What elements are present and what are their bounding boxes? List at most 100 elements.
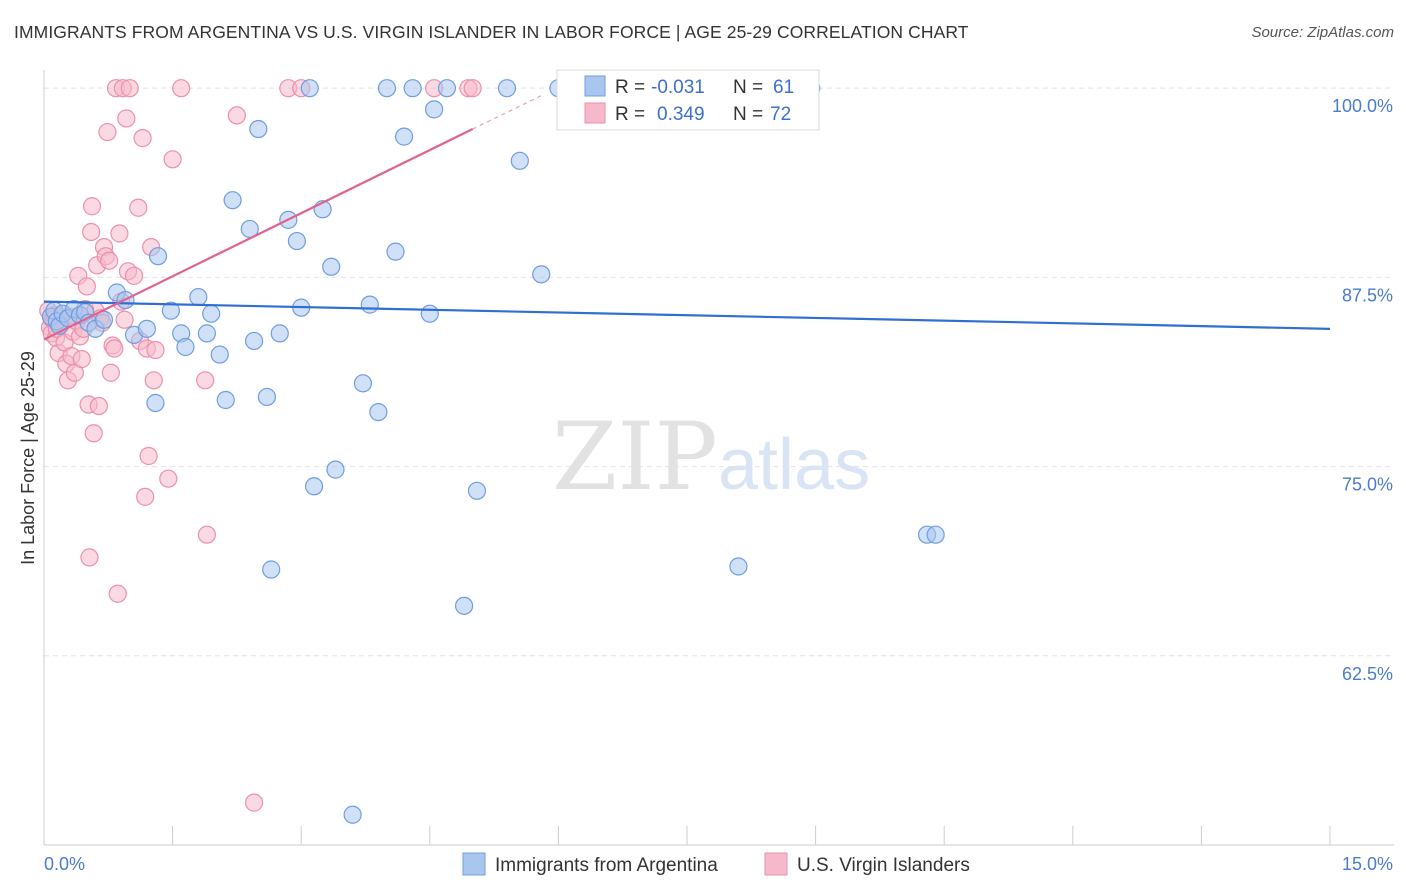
trend-lines bbox=[43, 95, 1331, 341]
virgin-islanders-points bbox=[39, 79, 482, 812]
argentina-point-40 bbox=[326, 460, 345, 479]
legend-swatch-virgin bbox=[584, 102, 606, 124]
legend-r-value-2: 0.349 bbox=[657, 104, 705, 125]
argentina-point-26 bbox=[223, 191, 242, 210]
virgin-point-50 bbox=[124, 266, 144, 285]
argentina-point-31 bbox=[262, 560, 281, 579]
legend-n-value-1: 61 bbox=[773, 77, 794, 98]
virgin-point-60 bbox=[159, 469, 178, 488]
virgin-point-62 bbox=[172, 79, 191, 98]
legend-swatch-argentina bbox=[584, 75, 606, 97]
watermark-zip: ZIP bbox=[552, 403, 718, 512]
argentina-point-51 bbox=[437, 79, 457, 98]
argentina-point-29 bbox=[249, 119, 268, 139]
virgin-point-31 bbox=[89, 396, 108, 416]
argentina-point-28 bbox=[244, 331, 264, 351]
virgin-point-46 bbox=[115, 310, 134, 329]
virgin-point-28 bbox=[84, 424, 103, 443]
y-axis-label: In Labor Force | Age 25-29 bbox=[18, 351, 38, 565]
argentina-point-50 bbox=[424, 100, 444, 119]
virgin-point-20 bbox=[72, 350, 91, 369]
y-tick-label-1: 87.5% bbox=[1342, 285, 1393, 305]
virgin-trend-extension bbox=[472, 95, 542, 130]
argentina-point-58 bbox=[729, 557, 748, 576]
series-legend-swatch-virgin bbox=[764, 852, 788, 876]
chart-title: IMMIGRANTS FROM ARGENTINA VS U.S. VIRGIN… bbox=[14, 22, 969, 42]
argentina-point-20 bbox=[176, 337, 195, 357]
argentina-point-21 bbox=[189, 287, 208, 307]
argentina-point-25 bbox=[216, 390, 235, 410]
virgin-point-61 bbox=[163, 150, 182, 169]
argentina-point-39 bbox=[322, 257, 341, 276]
x-ticks bbox=[172, 826, 1331, 845]
argentina-point-18 bbox=[161, 301, 180, 320]
argentina-trend-line bbox=[43, 300, 1331, 330]
argentina-point-22 bbox=[197, 324, 216, 343]
argentina-point-32 bbox=[270, 324, 289, 343]
virgin-point-71 bbox=[463, 79, 482, 98]
argentina-point-47 bbox=[394, 127, 414, 146]
virgin-point-54 bbox=[136, 487, 155, 506]
argentina-point-37 bbox=[304, 477, 324, 496]
virgin-point-66 bbox=[244, 793, 264, 812]
virgin-point-58 bbox=[144, 371, 163, 390]
argentina-points bbox=[41, 79, 945, 824]
argentina-point-52 bbox=[454, 596, 474, 615]
legend-n-value-2: 72 bbox=[770, 104, 791, 125]
virgin-point-53 bbox=[133, 129, 152, 148]
virgin-point-43 bbox=[110, 224, 129, 243]
y-tick-label-0: 100.0% bbox=[1332, 96, 1393, 116]
gridlines bbox=[44, 87, 1394, 657]
argentina-point-54 bbox=[497, 79, 517, 98]
series-legend: Immigrants from Argentina U.S. Virgin Is… bbox=[462, 852, 970, 876]
virgin-point-64 bbox=[197, 525, 216, 544]
legend-n-label-1: N = bbox=[733, 77, 763, 98]
axes bbox=[43, 70, 1394, 846]
virgin-point-65 bbox=[227, 106, 246, 125]
legend-r-label-2: R = bbox=[615, 104, 645, 125]
argentina-point-46 bbox=[386, 242, 405, 261]
virgin-point-42 bbox=[108, 584, 127, 603]
virgin-point-51 bbox=[129, 198, 148, 217]
virgin-point-26 bbox=[82, 222, 101, 242]
series-legend-label-argentina: Immigrants from Argentina bbox=[495, 855, 718, 876]
virgin-point-36 bbox=[98, 122, 117, 142]
virgin-trend-line bbox=[43, 128, 474, 341]
stats-legend: R = -0.031 N = 61 R = 0.349 N = 72 bbox=[556, 69, 820, 131]
watermark: ZIP atlas bbox=[552, 403, 870, 512]
x-tick-label-min: 0.0% bbox=[44, 854, 85, 874]
series-legend-label-virgin: U.S. Virgin Islanders bbox=[797, 855, 970, 876]
argentina-point-23 bbox=[202, 304, 221, 323]
virgin-point-63 bbox=[196, 371, 215, 390]
argentina-point-24 bbox=[210, 345, 229, 364]
virgin-point-25 bbox=[80, 548, 99, 567]
series-legend-swatch-argentina bbox=[462, 852, 486, 876]
virgin-point-56 bbox=[139, 446, 158, 466]
argentina-point-15 bbox=[137, 319, 156, 338]
source-label: Source: ZipAtlas.com bbox=[1251, 24, 1394, 41]
argentina-point-60 bbox=[926, 525, 945, 544]
argentina-point-45 bbox=[377, 79, 397, 98]
virgin-point-37 bbox=[100, 251, 119, 270]
x-tick-label-max: 15.0% bbox=[1342, 854, 1393, 874]
virgin-point-27 bbox=[82, 197, 102, 216]
legend-r-label-1: R = bbox=[615, 77, 645, 98]
argentina-point-34 bbox=[287, 231, 307, 251]
argentina-point-49 bbox=[420, 304, 439, 323]
argentina-point-53 bbox=[467, 481, 487, 500]
argentina-point-17 bbox=[146, 393, 165, 413]
argentina-point-16 bbox=[148, 247, 168, 266]
argentina-point-30 bbox=[257, 387, 277, 407]
argentina-point-36 bbox=[300, 79, 319, 98]
argentina-point-11 bbox=[94, 310, 114, 329]
watermark-atlas: atlas bbox=[718, 425, 870, 505]
argentina-point-55 bbox=[510, 151, 529, 170]
y-tick-label-3: 62.5% bbox=[1342, 664, 1393, 684]
argentina-point-44 bbox=[369, 402, 388, 422]
argentina-point-48 bbox=[403, 79, 422, 98]
y-tick-label-2: 75.0% bbox=[1342, 475, 1393, 495]
legend-r-value-1: -0.031 bbox=[651, 77, 705, 98]
legend-n-label-2: N = bbox=[733, 104, 763, 125]
virgin-point-47 bbox=[117, 109, 136, 128]
